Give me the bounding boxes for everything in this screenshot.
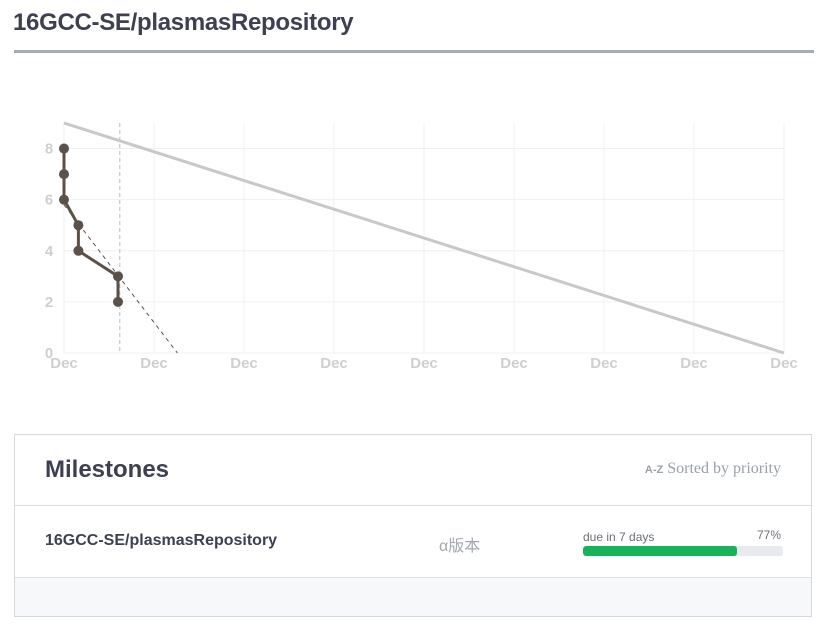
x-tick-label: Dec — [410, 355, 438, 372]
milestones-title: Milestones — [45, 456, 170, 483]
y-tick-label: 2 — [45, 294, 53, 311]
x-tick-label: Dec — [590, 355, 618, 372]
series-actual-point — [113, 271, 123, 282]
milestones-panel: Milestones A-Z Sorted by priority 16GCC-S… — [14, 434, 812, 617]
milestone-version: α版本 — [439, 538, 481, 555]
sort-control[interactable]: A-Z Sorted by priority — [645, 460, 781, 478]
burndown-chart-svg: 0 2 4 6 8 Dec Dec Dec Dec Dec Dec Dec Dec Dec — [45, 121, 798, 372]
series-actual-point — [73, 245, 84, 256]
sort-az-icon: A-Z — [644, 464, 664, 476]
series-actual-point — [59, 143, 69, 154]
x-tick-label: Dec — [230, 355, 258, 372]
milestone-progress-fill — [583, 546, 737, 556]
y-tick-label: 6 — [45, 192, 53, 209]
sort-label: Sorted by priority — [667, 460, 781, 477]
series-actual-point — [113, 296, 123, 307]
y-tick-label: 0 — [45, 345, 53, 362]
series-actual-point — [59, 169, 69, 180]
milestone-name[interactable]: 16GCC-SE/plasmasRepository — [45, 532, 278, 549]
x-tick-label: Dec — [50, 355, 78, 372]
x-tick-label: Dec — [680, 355, 708, 372]
milestone-percent: 77% — [756, 528, 781, 542]
x-tick-label: Dec — [500, 355, 528, 372]
series-ideal-line — [63, 121, 785, 355]
milestone-due: due in 7 days — [583, 530, 655, 544]
series-actual-point — [59, 194, 69, 205]
milestone-progress-bar — [583, 546, 783, 556]
y-tick-label: 8 — [45, 141, 53, 158]
x-tick-label: Dec — [770, 355, 798, 372]
series-trend-line — [63, 204, 178, 354]
x-tick-label: Dec — [140, 355, 168, 372]
burndown-chart: 0 2 4 6 8 Dec Dec Dec Dec Dec Dec Dec Dec Dec — [0, 100, 829, 390]
series-actual-line — [62, 148, 120, 302]
series-actual-point — [73, 220, 84, 231]
title-divider — [14, 50, 814, 53]
milestone-row[interactable]: 16GCC-SE/plasmasRepository α版本 due in 7 … — [15, 506, 811, 578]
page-title: 16GCC-SE/plasmasRepository — [13, 9, 354, 36]
y-tick-label: 4 — [45, 243, 54, 260]
x-tick-label: Dec — [320, 355, 348, 372]
milestones-header: Milestones A-Z Sorted by priority — [15, 435, 811, 506]
